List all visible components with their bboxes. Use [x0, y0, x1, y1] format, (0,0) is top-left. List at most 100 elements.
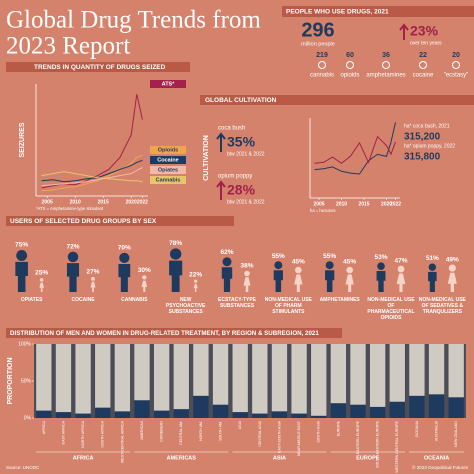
figure-head [244, 270, 250, 277]
series-line [41, 167, 143, 187]
category-label: NON-MEDICAL USE OF SEDATIVES & TRANQULIZ… [418, 297, 466, 315]
group-label: AFRICA [73, 455, 94, 461]
drug-icon [452, 61, 460, 69]
up-arrow [216, 180, 226, 200]
drug-icon [318, 61, 326, 69]
drug-label: "ecstasy" [444, 73, 469, 79]
heading: PEOPLE WHO USE DRUGS, 2021 [286, 9, 389, 16]
y-axis-label: SEIZURES [19, 122, 26, 157]
y-axis-label: PROPORTION [7, 357, 14, 404]
female-figure [396, 265, 406, 292]
bar-segment [409, 395, 425, 418]
female-figure [243, 270, 251, 292]
bar-segment [271, 344, 288, 412]
change-period: btw 2021 & 2022 [227, 151, 265, 157]
drug-label: cannabis [310, 73, 334, 79]
legend-box [150, 146, 186, 154]
bar-segment [173, 344, 189, 410]
category-label: NON-MEDICAL USE OF PHARMACEUTICAL OPIOID… [367, 297, 415, 321]
male-figure [66, 251, 80, 292]
x-tick-label: EAST AFRICA [61, 420, 65, 444]
bar-segment [114, 344, 131, 412]
group-label: ASIA [273, 455, 286, 461]
x-tick-label: 2020 [381, 201, 392, 207]
drug-label: amphetamines [366, 73, 405, 79]
end-value: 315,200 [404, 132, 441, 143]
figure-body [294, 274, 303, 292]
bar-segment [252, 413, 268, 418]
x-tick-label: 2022 [390, 201, 401, 207]
x-tick-label: WEST-CENTRAL AFRICA [120, 420, 124, 463]
bar-segment [95, 344, 111, 408]
drug-icon [382, 61, 390, 69]
value-label: 72% [66, 243, 79, 250]
figure-body [325, 270, 335, 292]
category-label: NON-MEDICAL USE OF PHARM STIMULANTS [264, 297, 312, 315]
x-tick-label: EAST-SOUTH ASIA [277, 420, 281, 453]
x-tick-label: AMERICAS [140, 420, 144, 439]
note: ha = hectares [310, 208, 336, 213]
people-total: 296 [301, 19, 334, 41]
series-line [41, 154, 143, 192]
chart-title: DISTRIBUTION OF MEN AND WOMEN IN DRUG-RE… [10, 330, 319, 337]
bar-segment [95, 407, 111, 418]
y-axis-label: CULTIVATION [203, 135, 210, 181]
female-figure [39, 278, 44, 292]
category-label: ECSTACY-TYPE SUBSTANCES [218, 297, 256, 309]
male-figure [169, 248, 183, 292]
bar-segment [114, 411, 131, 418]
series-line [314, 122, 396, 175]
female-figure [294, 266, 303, 292]
figure-head [142, 275, 147, 280]
end-label: ha* coca bush, 2021 [404, 123, 450, 129]
figure-head [91, 276, 95, 281]
figure-head [39, 278, 44, 282]
legend-label: Opiates [158, 167, 178, 173]
value-label: 62% [220, 249, 233, 256]
chart-title: TRENDS IN QUANTITY OF DRUGS SEIZED [34, 64, 166, 71]
up-arrow [399, 23, 409, 40]
x-tick-label: SOUTH AFRICA [101, 420, 105, 447]
male-figure [325, 261, 335, 292]
legend-label: ATS* [162, 81, 176, 87]
x-tick-label: OCEANIA [415, 420, 419, 437]
drug-count: 36 [382, 52, 390, 59]
drug-count: 22 [419, 52, 427, 59]
drug-count: 219 [316, 52, 328, 59]
heading-bar [200, 95, 474, 105]
drug-count: 20 [452, 52, 460, 59]
female-figure [345, 266, 354, 292]
up-arrow [216, 132, 226, 152]
bar-segment [232, 412, 248, 418]
bar-segment [330, 344, 347, 404]
value-label: 22% [189, 271, 202, 278]
male-figure [273, 261, 283, 292]
title-line: Global Drug Trends from [6, 7, 261, 34]
x-tick-label: 2005 [313, 201, 324, 207]
figure-body [39, 282, 44, 292]
category-label: NEW PSYCHOACTIVE SUBSTANCES [165, 297, 206, 315]
bar-segment [448, 397, 464, 418]
legend-box [150, 176, 186, 184]
bar-segment [311, 344, 327, 416]
x-tick-label: SOUTH ASIA [317, 420, 321, 442]
figure-body [118, 263, 131, 292]
drug-label: cocaine [413, 73, 434, 79]
male-figure [221, 257, 233, 292]
x-tick-label: SOUTH AM. [218, 421, 222, 441]
x-tick-label: AUSTRALIA [434, 420, 438, 441]
x-tick-label: 2022 [137, 199, 148, 205]
value-label: 55% [323, 253, 336, 260]
value-label: 78% [169, 240, 182, 247]
end-value: 315,800 [404, 152, 441, 163]
y-tick-label: 100% [18, 341, 31, 347]
x-tick-label: 2010 [70, 199, 81, 205]
value-label: 30% [138, 267, 151, 274]
figure-head [222, 257, 232, 267]
figure-head [397, 265, 405, 273]
bar-segment [369, 344, 386, 407]
x-tick-label: 2010 [336, 201, 347, 207]
male-figure [118, 252, 131, 292]
